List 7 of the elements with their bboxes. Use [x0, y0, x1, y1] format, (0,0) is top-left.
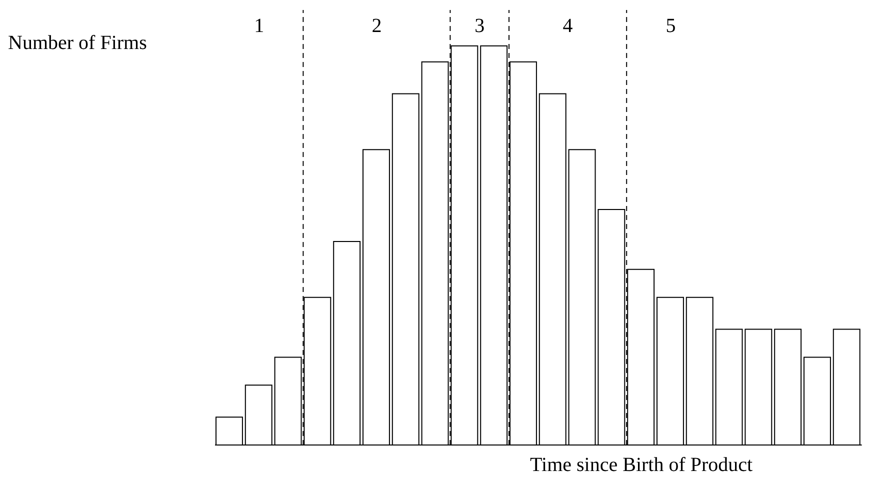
text: 2 [372, 15, 382, 38]
text: 4 [562, 15, 573, 38]
text: 5 [666, 15, 676, 38]
text: 3 [474, 15, 485, 38]
x-axis-title: Time since Birth of Product [530, 454, 753, 477]
y-axis-title: Number of Firms [8, 32, 147, 55]
text: 1 [254, 15, 264, 38]
